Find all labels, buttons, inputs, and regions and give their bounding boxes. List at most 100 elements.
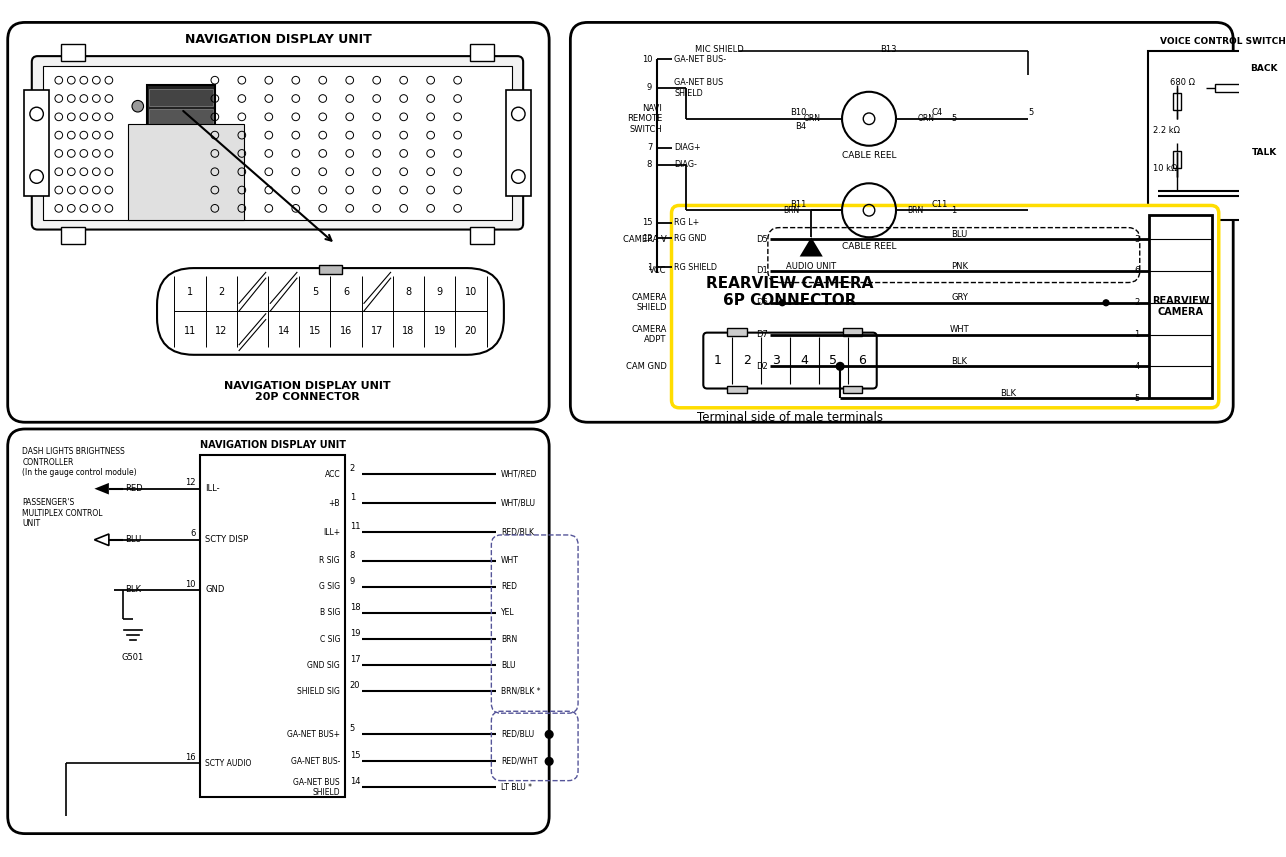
Text: 12: 12 [185,478,195,488]
Text: 20: 20 [464,327,477,336]
Text: RED/BLK: RED/BLK [502,528,534,536]
Text: WHT/RED: WHT/RED [502,470,538,479]
Text: YEL: YEL [502,608,514,618]
Text: VCC: VCC [649,267,666,275]
Text: CAMERA
ADPT: CAMERA ADPT [631,325,666,345]
Bar [44,66,512,220]
Text: 18: 18 [350,602,360,612]
Circle shape [545,730,553,738]
Text: RED/BLU: RED/BLU [502,730,534,739]
Text: SHIELD SIG: SHIELD SIG [297,686,340,696]
Bar [1173,152,1181,168]
Text: MIC SHIELD: MIC SHIELD [696,45,745,54]
Text: GA-NET BUS
SHIELD: GA-NET BUS SHIELD [293,777,340,797]
Text: G501: G501 [122,653,144,662]
Text: 7: 7 [647,143,652,153]
Text: 16: 16 [185,753,195,762]
Bar [844,328,863,336]
Text: D7: D7 [756,330,768,339]
Text: 8: 8 [350,551,355,560]
Text: 12: 12 [642,234,652,243]
Text: DASH LIGHTS BRIGHTNESS
CONTROLLER
(In the gauge control module): DASH LIGHTS BRIGHTNESS CONTROLLER (In th… [22,447,136,477]
Polygon shape [800,237,823,256]
Text: ACC: ACC [324,470,340,479]
Text: D2: D2 [756,362,768,371]
Text: CABLE REEL: CABLE REEL [842,243,896,251]
Text: D5: D5 [756,235,768,243]
Text: CAM GND: CAM GND [626,362,666,371]
Circle shape [1103,300,1109,306]
Text: 20: 20 [350,680,360,690]
Bar [129,123,244,220]
Bar [728,386,747,393]
Bar [319,265,342,274]
Text: 6: 6 [190,530,195,538]
Text: B13: B13 [880,45,896,54]
Text: BLU: BLU [125,536,141,544]
Text: 2: 2 [350,464,355,473]
Text: BLK: BLK [999,389,1016,398]
Text: GA-NET BUS+: GA-NET BUS+ [287,730,340,739]
Text: B11: B11 [790,200,806,209]
Bar [24,90,49,196]
Bar [149,109,213,127]
Text: 6: 6 [343,287,349,297]
Text: 5: 5 [311,287,318,297]
Text: CAMERA V: CAMERA V [622,235,666,243]
Text: WHT: WHT [502,556,518,566]
FancyBboxPatch shape [671,206,1219,408]
Text: 4: 4 [800,354,809,367]
FancyBboxPatch shape [32,56,523,230]
Text: 1: 1 [647,262,652,272]
Text: TALK: TALK [1251,148,1277,157]
Text: 1: 1 [950,206,957,215]
Text: G SIG: G SIG [319,583,340,591]
Text: BRN/BLK *: BRN/BLK * [502,686,540,696]
Text: 9: 9 [350,577,355,585]
Bar [148,85,215,129]
Text: BACK: BACK [1250,64,1278,73]
Text: BRN: BRN [783,206,800,215]
Polygon shape [94,483,109,494]
Text: ORN: ORN [917,114,934,123]
Text: BRN: BRN [908,206,923,215]
Text: 16: 16 [340,327,352,336]
Text: 2: 2 [219,287,224,297]
Text: 14: 14 [350,777,360,786]
Text: 17: 17 [350,655,360,663]
Text: 2.2 kΩ: 2.2 kΩ [1154,126,1181,135]
Text: GA-NET BUS-: GA-NET BUS- [291,757,340,766]
Text: DIAG-: DIAG- [674,160,697,170]
Text: 3: 3 [1134,235,1139,243]
Circle shape [836,363,844,370]
Text: 19: 19 [433,327,446,336]
Text: 8: 8 [647,160,652,170]
Text: REARVIEW CAMERA
6P CONNECTOR: REARVIEW CAMERA 6P CONNECTOR [706,276,873,309]
Text: WHT: WHT [950,326,970,334]
Text: GND: GND [206,585,225,595]
Circle shape [132,100,144,112]
Text: 18: 18 [403,327,414,336]
Bar [1150,215,1211,399]
Text: 11: 11 [184,327,197,336]
Text: 6: 6 [1134,267,1139,275]
Text: BLK: BLK [125,585,141,595]
Text: 10: 10 [464,287,477,297]
Bar [149,89,213,106]
Text: PASSENGER'S
MULTIPLEX CONTROL
UNIT: PASSENGER'S MULTIPLEX CONTROL UNIT [22,499,103,528]
Text: 1: 1 [1134,330,1139,339]
Text: VOICE CONTROL SWITCH: VOICE CONTROL SWITCH [1160,37,1286,46]
Text: ORN: ORN [804,114,820,123]
Text: NAVI
REMOTE
SWITCH: NAVI REMOTE SWITCH [626,104,662,134]
Text: ILL-: ILL- [206,484,220,494]
Text: 15: 15 [309,327,322,336]
Circle shape [779,300,786,306]
Text: Terminal side of male terminals: Terminal side of male terminals [697,411,883,424]
Text: B SIG: B SIG [320,608,340,618]
Text: 1: 1 [186,287,193,297]
Text: GRY: GRY [952,293,968,303]
Text: BLU: BLU [502,661,516,669]
Bar [505,90,531,196]
Text: PNK: PNK [952,261,968,271]
Text: RG GND: RG GND [674,234,707,243]
